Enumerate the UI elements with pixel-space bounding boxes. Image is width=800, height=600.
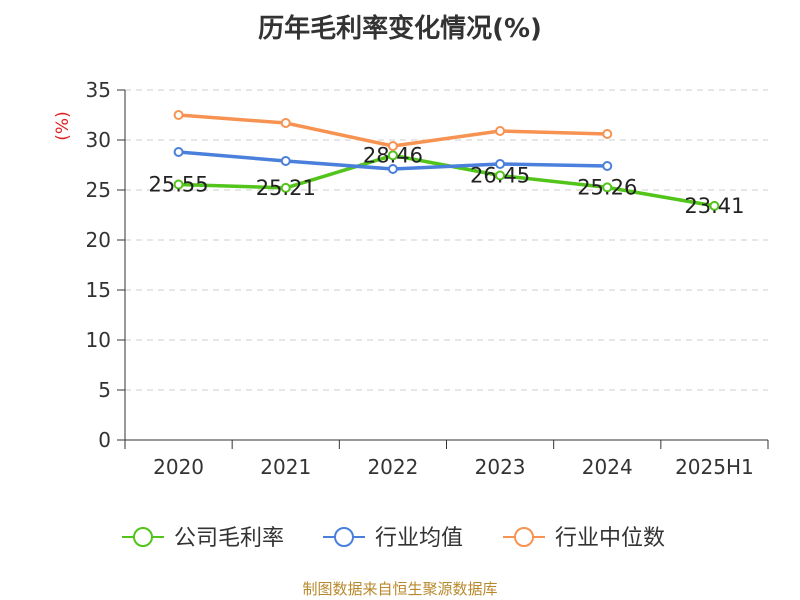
y-tick-label: 10	[86, 328, 111, 352]
axes: 0 5 10 15 20 25 30 35 (%) 2020 2021 2022 2023 2024 202…	[53, 78, 769, 479]
data-point	[173, 147, 184, 157]
data-label: 28.46	[363, 143, 423, 167]
legend-marker	[133, 527, 153, 547]
data-point	[602, 182, 613, 193]
data-point	[387, 141, 398, 151]
x-tick-label: 2024	[582, 455, 633, 479]
data-label: 25.55	[149, 173, 209, 197]
data-point	[495, 170, 506, 181]
data-point	[173, 179, 184, 190]
y-tick-label: 5	[98, 378, 111, 402]
data-label: 26.45	[470, 164, 530, 188]
y-tick-label: 15	[86, 278, 111, 302]
grid-lines	[125, 89, 768, 391]
x-tick-label: 2020	[153, 455, 204, 479]
x-tick-label: 2022	[367, 455, 418, 479]
data-point	[280, 156, 291, 166]
data-label: 25.26	[577, 175, 637, 199]
x-tick-label: 2021	[260, 455, 311, 479]
data-point	[173, 110, 184, 120]
y-tick-label: 30	[86, 128, 111, 152]
chart-title: 历年毛利率变化情况(%)	[258, 14, 542, 44]
data-label: 23.41	[684, 194, 744, 218]
legend-label: 公司毛利率	[174, 526, 284, 551]
data-point	[280, 118, 291, 128]
legend-marker	[334, 527, 354, 547]
y-tick-label: 0	[98, 428, 111, 452]
data-point	[709, 200, 720, 211]
y-tick-label: 20	[86, 228, 111, 252]
legend: 公司毛利率 行业均值 行业中位数	[122, 526, 665, 551]
source-note: 制图数据来自恒生聚源数据库	[302, 580, 498, 598]
y-axis-label: (%)	[53, 111, 73, 140]
data-point	[495, 159, 506, 169]
legend-marker	[514, 527, 534, 547]
y-tick-label: 25	[86, 178, 111, 202]
x-tick-label: 2023	[475, 455, 526, 479]
series-lines	[173, 110, 720, 211]
data-point	[602, 161, 613, 171]
data-label: 25.21	[256, 176, 316, 200]
data-point	[495, 126, 506, 136]
data-labels: 25.55 25.21 28.46 26.45 25.26 23.41	[149, 143, 745, 218]
data-point	[602, 129, 613, 139]
x-tick-label: 2025H1	[675, 455, 754, 479]
legend-label: 行业均值	[375, 526, 463, 551]
y-tick-label: 35	[86, 78, 111, 102]
data-point	[387, 164, 398, 174]
data-point	[280, 182, 291, 193]
legend-label: 行业中位数	[555, 526, 665, 551]
data-point	[387, 150, 398, 161]
